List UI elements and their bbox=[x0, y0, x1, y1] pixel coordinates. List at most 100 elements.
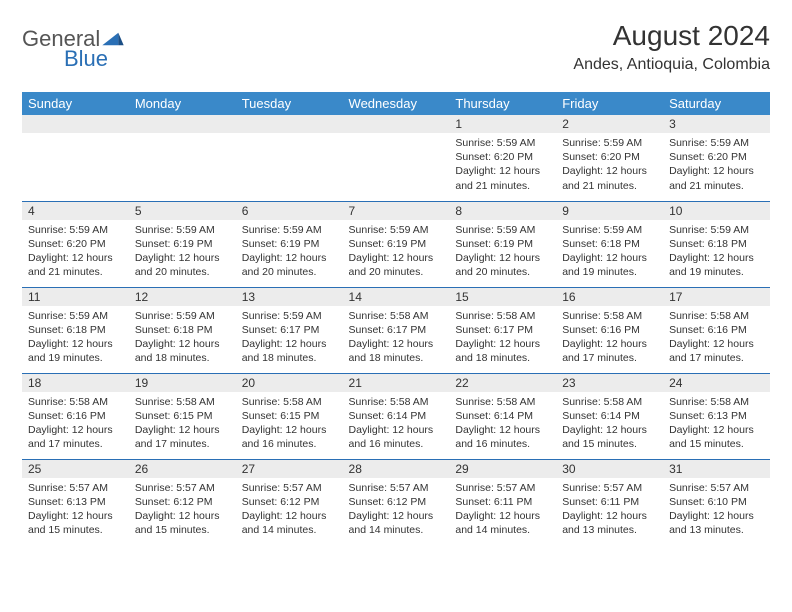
sunrise-text: Sunrise: 5:59 AM bbox=[242, 309, 337, 323]
day-number bbox=[343, 115, 450, 133]
day-details: Sunrise: 5:59 AMSunset: 6:19 PMDaylight:… bbox=[129, 220, 236, 282]
daylight-text: Daylight: 12 hours and 13 minutes. bbox=[669, 509, 764, 537]
sunset-text: Sunset: 6:16 PM bbox=[669, 323, 764, 337]
day-number: 18 bbox=[22, 374, 129, 392]
location: Andes, Antioquia, Colombia bbox=[573, 56, 770, 74]
daylight-text: Daylight: 12 hours and 15 minutes. bbox=[28, 509, 123, 537]
sunrise-text: Sunrise: 5:59 AM bbox=[135, 309, 230, 323]
sunrise-text: Sunrise: 5:59 AM bbox=[349, 223, 444, 237]
day-details: Sunrise: 5:57 AMSunset: 6:10 PMDaylight:… bbox=[663, 478, 770, 540]
sunset-text: Sunset: 6:18 PM bbox=[28, 323, 123, 337]
sunrise-text: Sunrise: 5:58 AM bbox=[28, 395, 123, 409]
calendar-day-cell: 30Sunrise: 5:57 AMSunset: 6:11 PMDayligh… bbox=[556, 459, 663, 545]
day-details: Sunrise: 5:59 AMSunset: 6:17 PMDaylight:… bbox=[236, 306, 343, 368]
sunset-text: Sunset: 6:17 PM bbox=[242, 323, 337, 337]
daylight-text: Daylight: 12 hours and 19 minutes. bbox=[28, 337, 123, 365]
daylight-text: Daylight: 12 hours and 14 minutes. bbox=[349, 509, 444, 537]
daylight-text: Daylight: 12 hours and 21 minutes. bbox=[455, 164, 550, 192]
sunset-text: Sunset: 6:19 PM bbox=[135, 237, 230, 251]
day-details: Sunrise: 5:59 AMSunset: 6:19 PMDaylight:… bbox=[449, 220, 556, 282]
day-number: 25 bbox=[22, 460, 129, 478]
calendar-day-cell: 23Sunrise: 5:58 AMSunset: 6:14 PMDayligh… bbox=[556, 373, 663, 459]
day-number: 12 bbox=[129, 288, 236, 306]
day-details: Sunrise: 5:58 AMSunset: 6:17 PMDaylight:… bbox=[343, 306, 450, 368]
sunrise-text: Sunrise: 5:58 AM bbox=[455, 395, 550, 409]
calendar-day-cell: 3Sunrise: 5:59 AMSunset: 6:20 PMDaylight… bbox=[663, 115, 770, 201]
day-details: Sunrise: 5:57 AMSunset: 6:11 PMDaylight:… bbox=[449, 478, 556, 540]
day-number: 5 bbox=[129, 202, 236, 220]
day-details: Sunrise: 5:59 AMSunset: 6:19 PMDaylight:… bbox=[343, 220, 450, 282]
sunrise-text: Sunrise: 5:59 AM bbox=[242, 223, 337, 237]
day-number: 16 bbox=[556, 288, 663, 306]
day-details: Sunrise: 5:58 AMSunset: 6:14 PMDaylight:… bbox=[556, 392, 663, 454]
sunrise-text: Sunrise: 5:59 AM bbox=[135, 223, 230, 237]
calendar-day-cell: 24Sunrise: 5:58 AMSunset: 6:13 PMDayligh… bbox=[663, 373, 770, 459]
calendar-day-cell: 18Sunrise: 5:58 AMSunset: 6:16 PMDayligh… bbox=[22, 373, 129, 459]
sunrise-text: Sunrise: 5:57 AM bbox=[242, 481, 337, 495]
sunrise-text: Sunrise: 5:57 AM bbox=[135, 481, 230, 495]
day-details: Sunrise: 5:57 AMSunset: 6:12 PMDaylight:… bbox=[129, 478, 236, 540]
sunrise-text: Sunrise: 5:59 AM bbox=[669, 223, 764, 237]
day-number: 26 bbox=[129, 460, 236, 478]
weekday-header: Sunday bbox=[22, 92, 129, 115]
day-number: 20 bbox=[236, 374, 343, 392]
calendar-day-cell: 7Sunrise: 5:59 AMSunset: 6:19 PMDaylight… bbox=[343, 201, 450, 287]
sunrise-text: Sunrise: 5:58 AM bbox=[349, 395, 444, 409]
daylight-text: Daylight: 12 hours and 20 minutes. bbox=[242, 251, 337, 279]
day-details: Sunrise: 5:58 AMSunset: 6:14 PMDaylight:… bbox=[343, 392, 450, 454]
sunrise-text: Sunrise: 5:58 AM bbox=[562, 395, 657, 409]
day-details: Sunrise: 5:59 AMSunset: 6:18 PMDaylight:… bbox=[22, 306, 129, 368]
daylight-text: Daylight: 12 hours and 16 minutes. bbox=[242, 423, 337, 451]
day-number: 23 bbox=[556, 374, 663, 392]
daylight-text: Daylight: 12 hours and 15 minutes. bbox=[562, 423, 657, 451]
calendar-day-cell: 22Sunrise: 5:58 AMSunset: 6:14 PMDayligh… bbox=[449, 373, 556, 459]
calendar-day-cell: 8Sunrise: 5:59 AMSunset: 6:19 PMDaylight… bbox=[449, 201, 556, 287]
month-title: August 2024 bbox=[573, 20, 770, 52]
day-number: 24 bbox=[663, 374, 770, 392]
sunrise-text: Sunrise: 5:58 AM bbox=[669, 309, 764, 323]
calendar-day-cell: 12Sunrise: 5:59 AMSunset: 6:18 PMDayligh… bbox=[129, 287, 236, 373]
sunrise-text: Sunrise: 5:58 AM bbox=[562, 309, 657, 323]
calendar-day-cell bbox=[22, 115, 129, 201]
day-number bbox=[22, 115, 129, 133]
calendar-day-cell: 25Sunrise: 5:57 AMSunset: 6:13 PMDayligh… bbox=[22, 459, 129, 545]
day-number: 11 bbox=[22, 288, 129, 306]
header: GeneralBlue August 2024 Andes, Antioquia… bbox=[22, 20, 770, 74]
calendar-day-cell: 29Sunrise: 5:57 AMSunset: 6:11 PMDayligh… bbox=[449, 459, 556, 545]
sunset-text: Sunset: 6:20 PM bbox=[455, 150, 550, 164]
calendar-week-row: 25Sunrise: 5:57 AMSunset: 6:13 PMDayligh… bbox=[22, 459, 770, 545]
sunrise-text: Sunrise: 5:57 AM bbox=[455, 481, 550, 495]
calendar-day-cell: 10Sunrise: 5:59 AMSunset: 6:18 PMDayligh… bbox=[663, 201, 770, 287]
day-number: 2 bbox=[556, 115, 663, 133]
sunset-text: Sunset: 6:11 PM bbox=[455, 495, 550, 509]
sunrise-text: Sunrise: 5:59 AM bbox=[455, 223, 550, 237]
sunrise-text: Sunrise: 5:59 AM bbox=[562, 223, 657, 237]
weekday-header: Friday bbox=[556, 92, 663, 115]
calendar-day-cell: 5Sunrise: 5:59 AMSunset: 6:19 PMDaylight… bbox=[129, 201, 236, 287]
day-number: 22 bbox=[449, 374, 556, 392]
sunset-text: Sunset: 6:16 PM bbox=[562, 323, 657, 337]
day-number: 21 bbox=[343, 374, 450, 392]
sunset-text: Sunset: 6:12 PM bbox=[242, 495, 337, 509]
sunrise-text: Sunrise: 5:57 AM bbox=[562, 481, 657, 495]
logo: GeneralBlue bbox=[22, 26, 124, 72]
calendar-day-cell: 1Sunrise: 5:59 AMSunset: 6:20 PMDaylight… bbox=[449, 115, 556, 201]
sunset-text: Sunset: 6:15 PM bbox=[242, 409, 337, 423]
weekday-header: Tuesday bbox=[236, 92, 343, 115]
day-details: Sunrise: 5:58 AMSunset: 6:13 PMDaylight:… bbox=[663, 392, 770, 454]
sunset-text: Sunset: 6:19 PM bbox=[242, 237, 337, 251]
sunrise-text: Sunrise: 5:58 AM bbox=[135, 395, 230, 409]
daylight-text: Daylight: 12 hours and 15 minutes. bbox=[135, 509, 230, 537]
sunrise-text: Sunrise: 5:58 AM bbox=[669, 395, 764, 409]
sunset-text: Sunset: 6:20 PM bbox=[669, 150, 764, 164]
day-number: 27 bbox=[236, 460, 343, 478]
sunrise-text: Sunrise: 5:59 AM bbox=[455, 136, 550, 150]
day-number: 13 bbox=[236, 288, 343, 306]
sunset-text: Sunset: 6:20 PM bbox=[28, 237, 123, 251]
day-details: Sunrise: 5:59 AMSunset: 6:20 PMDaylight:… bbox=[22, 220, 129, 282]
sunrise-text: Sunrise: 5:59 AM bbox=[562, 136, 657, 150]
sunrise-text: Sunrise: 5:58 AM bbox=[455, 309, 550, 323]
weekday-header: Wednesday bbox=[343, 92, 450, 115]
daylight-text: Daylight: 12 hours and 16 minutes. bbox=[455, 423, 550, 451]
day-number: 15 bbox=[449, 288, 556, 306]
